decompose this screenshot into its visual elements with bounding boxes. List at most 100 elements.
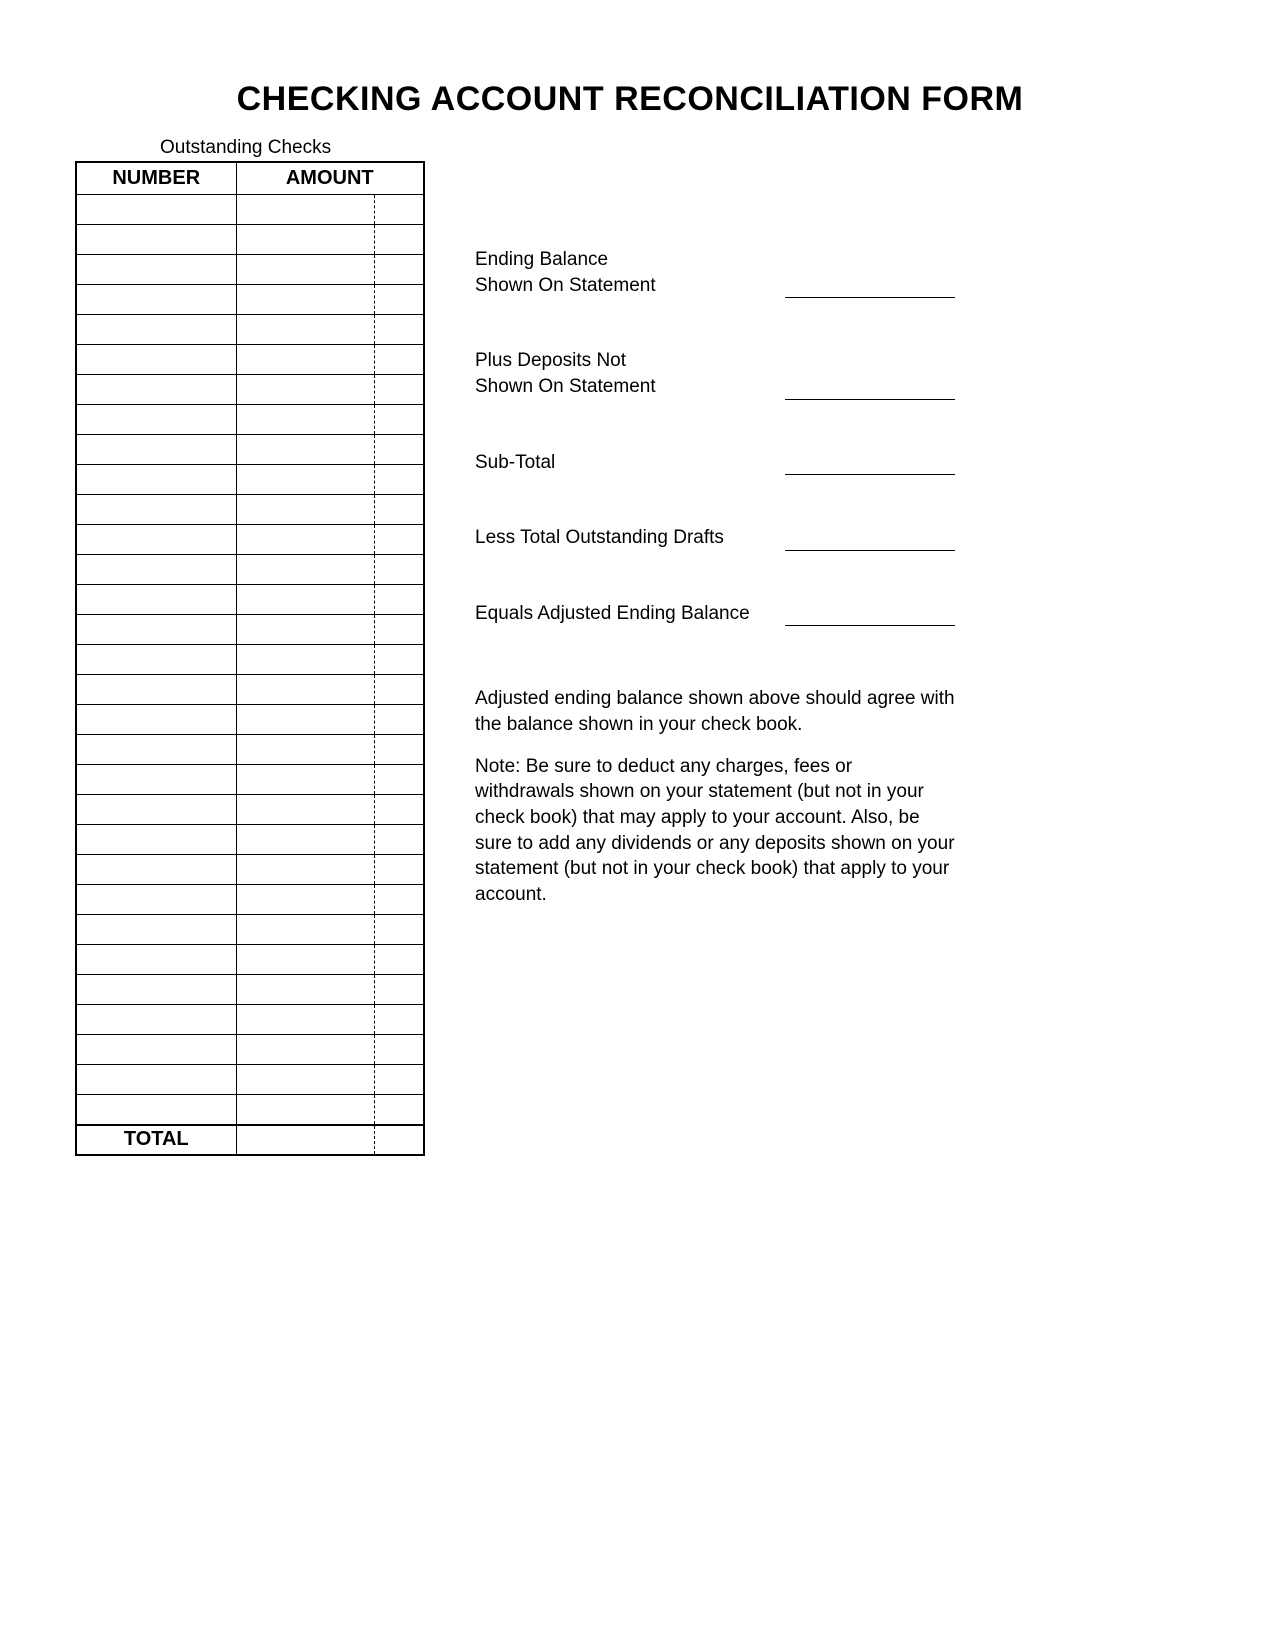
table-row [76, 855, 424, 885]
amount-cell[interactable] [236, 885, 424, 915]
number-cell[interactable] [76, 225, 236, 255]
outstanding-checks-label: Outstanding Checks [160, 137, 425, 159]
amount-cell[interactable] [236, 225, 424, 255]
amount-cell[interactable] [236, 435, 424, 465]
amount-cell[interactable] [236, 765, 424, 795]
amount-cell[interactable] [236, 855, 424, 885]
table-row [76, 1005, 424, 1035]
number-cell[interactable] [76, 495, 236, 525]
sub-total-input[interactable] [785, 474, 955, 475]
table-row [76, 585, 424, 615]
amount-cell[interactable] [236, 915, 424, 945]
table-row [76, 375, 424, 405]
number-cell[interactable] [76, 765, 236, 795]
amount-cell[interactable] [236, 945, 424, 975]
number-cell[interactable] [76, 795, 236, 825]
column-header-number: NUMBER [76, 162, 236, 195]
number-cell[interactable] [76, 375, 236, 405]
amount-cell[interactable] [236, 645, 424, 675]
less-outstanding-input[interactable] [785, 550, 955, 551]
number-cell[interactable] [76, 1095, 236, 1125]
ending-balance-label: Ending Balance Shown On Statement [475, 247, 765, 298]
number-cell[interactable] [76, 585, 236, 615]
amount-cell[interactable] [236, 405, 424, 435]
amount-cell[interactable] [236, 795, 424, 825]
amount-cell[interactable] [236, 525, 424, 555]
number-cell[interactable] [76, 915, 236, 945]
outstanding-checks-column: Outstanding Checks NUMBER AMOUNT TOTAL [75, 137, 425, 1156]
plus-deposits-input[interactable] [785, 399, 955, 400]
number-cell[interactable] [76, 1065, 236, 1095]
amount-cell[interactable] [236, 735, 424, 765]
amount-cell[interactable] [236, 1065, 424, 1095]
number-cell[interactable] [76, 555, 236, 585]
column-header-amount: AMOUNT [236, 162, 424, 195]
number-cell[interactable] [76, 315, 236, 345]
number-cell[interactable] [76, 615, 236, 645]
equals-adjusted-row: Equals Adjusted Ending Balance [475, 601, 955, 627]
number-cell[interactable] [76, 705, 236, 735]
number-cell[interactable] [76, 645, 236, 675]
total-row: TOTAL [76, 1125, 424, 1155]
amount-cell[interactable] [236, 375, 424, 405]
plus-deposits-label: Plus Deposits Not Shown On Statement [475, 348, 765, 399]
less-outstanding-label: Less Total Outstanding Drafts [475, 525, 765, 551]
less-outstanding-row: Less Total Outstanding Drafts [475, 525, 955, 551]
amount-cell[interactable] [236, 1095, 424, 1125]
amount-cell[interactable] [236, 1005, 424, 1035]
equals-adjusted-label: Equals Adjusted Ending Balance [475, 601, 765, 627]
table-row [76, 345, 424, 375]
number-cell[interactable] [76, 675, 236, 705]
number-cell[interactable] [76, 195, 236, 225]
number-cell[interactable] [76, 465, 236, 495]
amount-cell[interactable] [236, 705, 424, 735]
amount-cell[interactable] [236, 255, 424, 285]
table-row [76, 555, 424, 585]
amount-cell[interactable] [236, 285, 424, 315]
amount-cell[interactable] [236, 495, 424, 525]
table-row [76, 1065, 424, 1095]
table-row [76, 615, 424, 645]
plus-deposits-row: Plus Deposits Not Shown On Statement [475, 348, 955, 399]
amount-cell[interactable] [236, 195, 424, 225]
number-cell[interactable] [76, 1035, 236, 1065]
form-title: CHECKING ACCOUNT RECONCILIATION FORM [75, 80, 1185, 119]
table-row [76, 825, 424, 855]
table-row [76, 885, 424, 915]
number-cell[interactable] [76, 735, 236, 765]
number-cell[interactable] [76, 525, 236, 555]
table-row [76, 405, 424, 435]
amount-cell[interactable] [236, 615, 424, 645]
number-cell[interactable] [76, 885, 236, 915]
agree-note: Adjusted ending balance shown above shou… [475, 686, 955, 737]
table-row [76, 645, 424, 675]
sub-total-row: Sub-Total [475, 450, 955, 476]
number-cell[interactable] [76, 945, 236, 975]
table-row [76, 795, 424, 825]
amount-cell[interactable] [236, 345, 424, 375]
amount-cell[interactable] [236, 975, 424, 1005]
equals-adjusted-input[interactable] [785, 625, 955, 626]
number-cell[interactable] [76, 345, 236, 375]
table-row [76, 675, 424, 705]
table-row [76, 945, 424, 975]
table-row [76, 435, 424, 465]
amount-cell[interactable] [236, 825, 424, 855]
number-cell[interactable] [76, 285, 236, 315]
number-cell[interactable] [76, 825, 236, 855]
number-cell[interactable] [76, 975, 236, 1005]
number-cell[interactable] [76, 405, 236, 435]
table-row [76, 225, 424, 255]
number-cell[interactable] [76, 1005, 236, 1035]
amount-cell[interactable] [236, 555, 424, 585]
amount-cell[interactable] [236, 675, 424, 705]
amount-cell[interactable] [236, 315, 424, 345]
amount-cell[interactable] [236, 465, 424, 495]
number-cell[interactable] [76, 435, 236, 465]
total-amount-cell[interactable] [236, 1125, 424, 1155]
number-cell[interactable] [76, 255, 236, 285]
ending-balance-input[interactable] [785, 297, 955, 298]
amount-cell[interactable] [236, 585, 424, 615]
amount-cell[interactable] [236, 1035, 424, 1065]
number-cell[interactable] [76, 855, 236, 885]
